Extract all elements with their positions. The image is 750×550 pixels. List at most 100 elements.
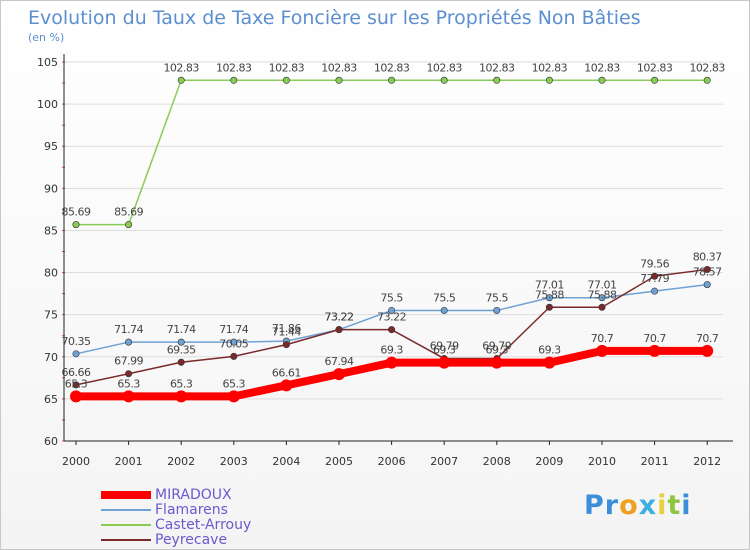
x-tick-label: 2005 (325, 455, 353, 468)
data-point (543, 356, 556, 369)
data-label: 85.69 (114, 206, 143, 219)
series-line-castet-arrouy (75, 79, 708, 226)
data-label: 102.83 (269, 61, 305, 74)
legend-item-flamarens: Flamarens (101, 501, 251, 518)
legend-item-peyrecave: Peyrecave (101, 532, 251, 548)
data-label: 78.57 (693, 266, 722, 279)
data-label: 65.3 (170, 377, 193, 390)
y-tick-label: 105 (37, 56, 58, 69)
data-label: 102.83 (216, 61, 252, 74)
data-point (72, 381, 80, 389)
data-point (125, 221, 133, 229)
logo-letter: x (638, 490, 658, 521)
data-label: 70.35 (62, 335, 91, 348)
data-label: 75.5 (486, 291, 509, 304)
data-point (122, 390, 135, 403)
data-label: 102.83 (584, 61, 620, 74)
data-label: 102.83 (532, 61, 568, 74)
data-point (596, 344, 608, 357)
data-point (72, 350, 80, 358)
data-point (598, 76, 606, 84)
data-point (388, 76, 396, 84)
data-label: 69.35 (167, 343, 196, 356)
data-point (493, 76, 501, 84)
data-label: 71.44 (272, 326, 301, 339)
data-label: 69.79 (430, 340, 459, 353)
data-point (125, 370, 133, 378)
data-point (438, 356, 451, 369)
data-label: 102.83 (321, 61, 357, 74)
logo-letter: P (584, 490, 605, 521)
data-label: 67.94 (325, 355, 354, 368)
legend-label: Flamarens (155, 501, 228, 518)
data-label: 71.74 (167, 323, 196, 336)
y-tick-label: 95 (44, 140, 58, 153)
y-tick-label: 70 (44, 351, 58, 364)
data-point (703, 265, 711, 273)
data-point (440, 306, 448, 314)
data-label: 71.74 (219, 323, 248, 336)
legend-label: Castet-Arrouy (155, 516, 252, 533)
data-point (333, 368, 345, 381)
legend-item-castet-arrouy: Castet-Arrouy (101, 516, 252, 533)
data-point (703, 76, 711, 84)
legend-swatch (101, 508, 151, 511)
x-tick-label: 2008 (483, 455, 511, 468)
data-point (385, 356, 398, 369)
data-label: 79.56 (640, 257, 669, 270)
logo-letter: t (667, 490, 682, 521)
data-point (701, 344, 714, 357)
data-label: 69.3 (433, 344, 456, 357)
data-point (177, 338, 185, 346)
data-point (388, 306, 396, 314)
legend-swatch (101, 490, 151, 499)
y-tick-label: 85 (44, 224, 58, 237)
data-label: 69.3 (538, 344, 561, 357)
x-tick-label: 2010 (588, 455, 616, 468)
data-label: 66.66 (62, 366, 91, 379)
data-label: 65.3 (65, 377, 88, 390)
data-label: 75.5 (380, 291, 403, 304)
data-label: 65.3 (117, 377, 140, 390)
data-label: 73.22 (325, 311, 354, 324)
data-point (282, 76, 290, 84)
data-point (72, 221, 80, 229)
data-point (125, 338, 133, 346)
x-tick-label: 2009 (535, 455, 563, 468)
legend-swatch (101, 523, 151, 526)
data-label: 102.83 (426, 61, 462, 74)
data-label: 75.5 (433, 291, 456, 304)
data-label: 70.7 (591, 332, 614, 345)
legend: MIRADOUX Flamarens Castet-Arrouy Peyreca… (101, 487, 252, 548)
data-label: 102.83 (637, 61, 673, 74)
data-label: 102.83 (374, 61, 410, 74)
y-tick-label: 80 (44, 267, 58, 280)
data-point (598, 294, 606, 302)
y-tick-label: 65 (44, 393, 58, 406)
data-label: 70.7 (643, 332, 666, 345)
x-tick-label: 2006 (378, 455, 406, 468)
data-label: 69.3 (380, 344, 403, 357)
x-tick-label: 2000 (62, 455, 90, 468)
data-label: 77.01 (535, 279, 564, 292)
y-tick-label: 100 (37, 98, 58, 111)
logo-letter: o (619, 490, 639, 521)
data-point (651, 287, 659, 295)
unit-label: (en %) (28, 31, 65, 44)
data-label: 75.88 (588, 288, 617, 301)
data-point (335, 326, 343, 334)
data-point (440, 76, 448, 84)
x-tick-label: 2001 (115, 455, 143, 468)
data-point (651, 272, 659, 280)
data-point (177, 358, 185, 366)
data-label: 66.61 (272, 366, 301, 379)
x-tick-label: 2002 (167, 455, 195, 468)
data-label: 102.83 (163, 61, 199, 74)
data-point (545, 76, 553, 84)
data-point (177, 76, 185, 84)
logo-letter: i (657, 490, 668, 521)
data-label: 71.86 (272, 322, 301, 335)
legend-swatch (101, 538, 151, 541)
data-point (651, 76, 659, 84)
data-label: 69.79 (482, 340, 511, 353)
